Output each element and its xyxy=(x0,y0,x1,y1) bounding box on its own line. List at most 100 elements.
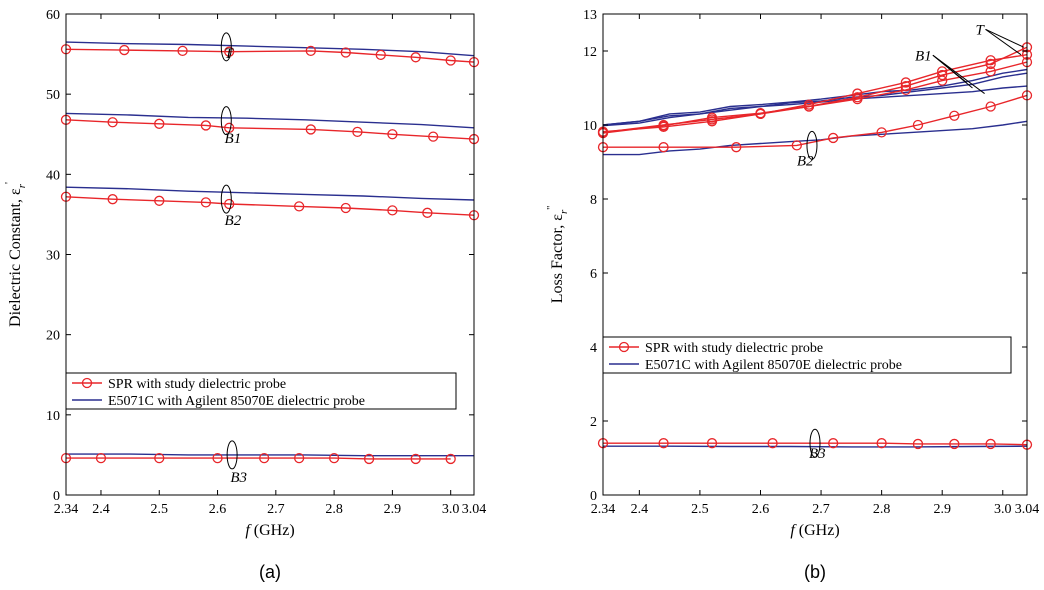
chart-b-series-spr-b1 xyxy=(602,61,1028,134)
chart-b-point-t xyxy=(852,88,863,99)
chart-a-ylabel-sub: r xyxy=(16,183,28,188)
chart-a-ylabel: Dielectric Constant, εr' xyxy=(3,182,28,327)
chart-a-point-b1 xyxy=(387,129,398,140)
chart-b-ytick-label: 2 xyxy=(590,415,597,430)
chart-a-point-t xyxy=(410,52,421,63)
chart-b-annotation-ellipse-b2 xyxy=(806,130,818,160)
chart-a-point-b2 xyxy=(340,202,351,214)
chart-b-point-t xyxy=(900,81,912,92)
chart-b-ylabel-sub: r xyxy=(558,209,570,214)
chart-b-point-b1 xyxy=(658,120,669,131)
chart-a-annotation-label-t: T xyxy=(225,46,235,62)
chart-a-legend-box xyxy=(65,372,457,410)
chart-a-point-b1 xyxy=(107,117,118,128)
chart-b-point-b2 xyxy=(828,132,839,144)
chart-a-point-t xyxy=(305,45,316,57)
chart-b-series-e5071c-b3 xyxy=(603,445,1028,448)
chart-b-ticks: 2.34 2.4 2.5 2.6 2.7 2.8 2.9 3.0 3.04 0 2 4 6 8 10 12 13 xyxy=(583,8,1039,517)
chart-a-point-b3 xyxy=(293,452,305,464)
chart-b-xlabel-var: f xyxy=(790,522,797,539)
chart-b-xlabel-unit: (GHz) xyxy=(795,522,840,539)
chart-b-ytick-label: 10 xyxy=(583,119,597,134)
chart-a-point-b1 xyxy=(154,118,165,129)
chart-a-series-spr-b2 xyxy=(65,196,475,216)
chart-a-point-t xyxy=(177,45,188,57)
chart-a-point-b1 xyxy=(352,126,363,137)
chart-b-legend: SPR with study dielectric probe E5071C w… xyxy=(602,336,1012,374)
chart-a-xtick-label: 2.7 xyxy=(267,502,285,517)
chart-b-point-t xyxy=(900,77,912,88)
chart-b-ytick-label: 4 xyxy=(590,341,597,356)
chart-a-xlabel-var: f xyxy=(245,522,252,539)
chart-a-ytick-label: 30 xyxy=(46,249,60,264)
chart-b-ytick-label: 13 xyxy=(583,8,597,23)
chart-b-point-b1 xyxy=(900,84,912,95)
chart-b-point-b1 xyxy=(852,93,863,105)
chart-a-annotation-label-b1: B1 xyxy=(225,131,242,147)
chart-a-point-b2 xyxy=(200,197,212,208)
chart-b-annotation-ellipse-b3 xyxy=(809,428,821,458)
chart-b-series-spr-b3 xyxy=(603,442,1028,446)
chart-a-annotation-ellipse-b1 xyxy=(220,106,232,136)
chart-b-annotations: B2 B3 T B1 xyxy=(797,22,1025,462)
chart-b-pointer-line-t xyxy=(985,28,1025,48)
chart-a-point-b3 xyxy=(363,453,375,465)
chart-b-point-t xyxy=(985,55,996,66)
chart-a-point-b3 xyxy=(154,452,165,464)
chart-a-point-b1 xyxy=(305,124,316,135)
chart-b-ytick-label: 8 xyxy=(590,193,597,208)
chart-a-xlabel-unit: (GHz) xyxy=(250,522,295,539)
chart-a-annotations: T B1 B2 B3 xyxy=(220,32,247,486)
chart-a-point-b3 xyxy=(445,453,456,465)
chart-b-series-e5071c-t xyxy=(602,68,1028,126)
chart-a-point-b2 xyxy=(224,198,235,210)
chart-b-pointer-label-t: T xyxy=(976,22,986,38)
chart-a: 2.34 2.4 2.5 2.6 2.7 2.8 2.9 3.0 3.04 0 10 20 30 40 50… xyxy=(3,8,486,582)
chart-b-ytick-label: 12 xyxy=(583,45,597,60)
chart-b-annotation-label-b2: B2 xyxy=(797,154,814,170)
chart-a-series-spr-b1 xyxy=(65,119,475,140)
chart-b-point-b3 xyxy=(828,438,839,449)
chart-a-point-t xyxy=(224,46,235,57)
chart-b-xtick-label: 2.5 xyxy=(691,502,709,517)
chart-b-point-b3 xyxy=(876,438,887,449)
chart-a-xtick-label: 2.6 xyxy=(209,502,227,517)
chart-b-pointer-line-b1 xyxy=(932,54,985,94)
chart-b-xtick-label: 3.0 xyxy=(994,502,1012,517)
chart-a-xtick-label: 3.04 xyxy=(462,502,487,517)
chart-b-ylabel-sup: '' xyxy=(545,206,557,210)
chart-b-caption: (b) xyxy=(804,562,826,582)
chart-b-point-b2 xyxy=(658,142,669,153)
chart-a-point-b3 xyxy=(410,453,421,465)
chart-a-ytick-label: 40 xyxy=(46,168,60,183)
chart-a-point-b3 xyxy=(328,452,340,464)
chart-b-point-b2 xyxy=(912,119,924,131)
chart-a-point-t xyxy=(340,47,351,58)
chart-a-point-t xyxy=(119,44,130,56)
chart-b-legend-e5071c-label: E5071C with Agilent 85070E dielectric pr… xyxy=(645,358,902,373)
chart-b-pointer-label-b1: B1 xyxy=(915,48,932,64)
chart-a-plot-frame xyxy=(65,13,475,496)
chart-b-point-b1 xyxy=(985,66,996,77)
chart-a-series-spr-t xyxy=(65,48,475,63)
chart-a-ytick-label: 60 xyxy=(46,8,60,23)
chart-b-series xyxy=(597,42,1033,450)
chart-b-point-b3 xyxy=(912,438,924,450)
chart-a-legend: SPR with study dielectric probe E5071C w… xyxy=(65,372,457,410)
chart-b-legend-box xyxy=(602,336,1012,374)
chart-a-series-e5071c-b2 xyxy=(65,186,475,201)
chart-b-point-b2 xyxy=(791,140,802,151)
chart-b-xtick-label: 2.34 xyxy=(591,502,616,517)
chart-b-point-b2 xyxy=(731,142,742,153)
chart-b-series-spr-t xyxy=(602,46,1028,134)
chart-b-pointer-line-t xyxy=(985,28,1022,56)
chart-b-annotation-label-b3: B3 xyxy=(809,446,826,462)
chart-a-xtick-label: 3.0 xyxy=(442,502,460,517)
chart-a-point-b3 xyxy=(95,452,107,464)
chart-a-annotation-ellipse-b3 xyxy=(226,440,238,470)
chart-b-ytick-label: 6 xyxy=(590,267,597,282)
chart-a-point-b2 xyxy=(107,194,118,205)
chart-a-legend-spr-label: SPR with study dielectric probe xyxy=(108,377,286,392)
chart-a-point-b3 xyxy=(212,452,223,464)
chart-b-axes xyxy=(602,13,1028,496)
